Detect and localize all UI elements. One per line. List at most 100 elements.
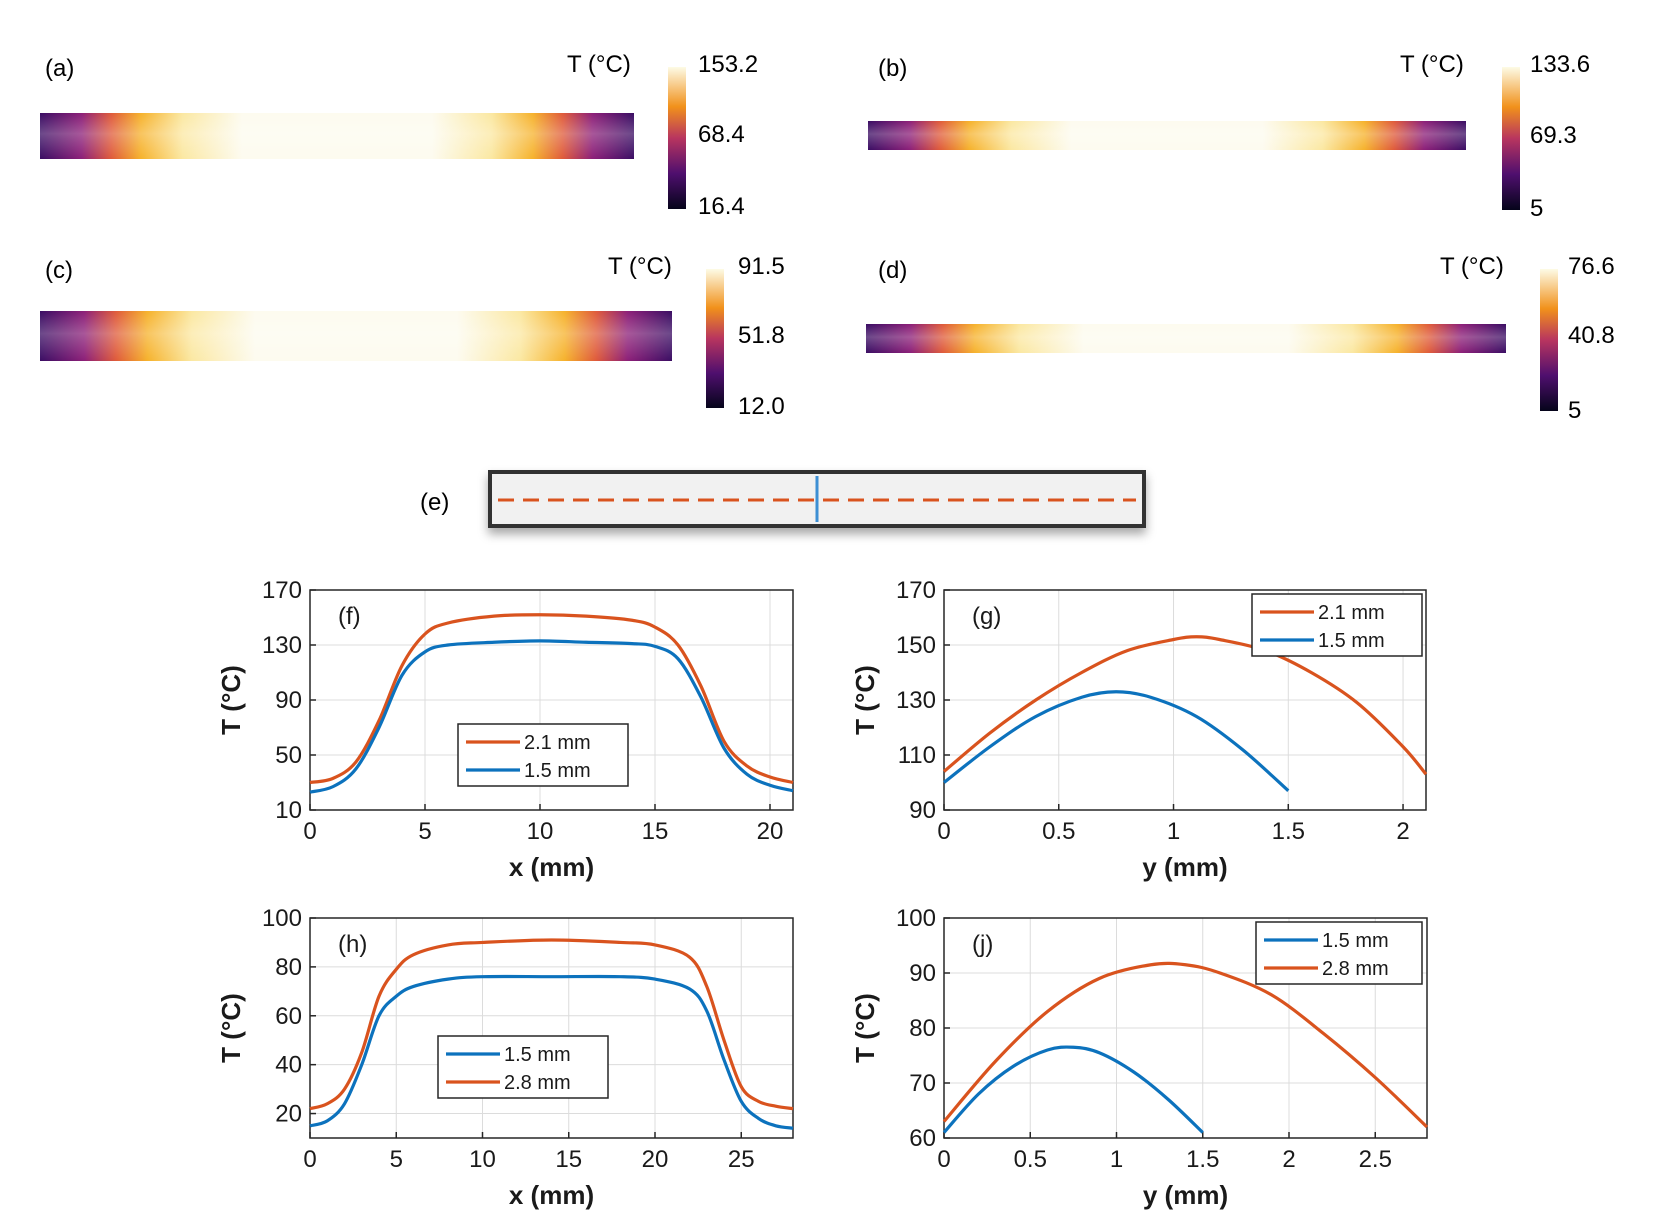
legend-box <box>457 723 629 787</box>
y-tick-label: 10 <box>275 797 302 824</box>
heatmap-shading <box>866 324 1506 353</box>
y-tick-label: 150 <box>896 632 936 659</box>
x-tick-label: 20 <box>757 818 784 845</box>
legend-label: 2.1 mm <box>1318 602 1385 624</box>
legend-label: 1.5 mm <box>524 760 591 782</box>
x-axis-label: y (mm) <box>1142 852 1227 882</box>
colorbar-unit: T (°C) <box>608 253 672 280</box>
y-tick-label: 60 <box>275 1003 302 1030</box>
series-line-2-8-mm <box>309 938 794 1111</box>
legend-box <box>1251 593 1423 657</box>
panel-label: (d) <box>878 257 907 284</box>
x-tick-label: 5 <box>390 1146 403 1173</box>
colorbar-min: 5 <box>1530 195 1543 222</box>
colorbar <box>1540 269 1558 411</box>
x-tick-label: 25 <box>728 1146 755 1173</box>
legend-label: 2.8 mm <box>1322 958 1389 980</box>
x-axis-label: y (mm) <box>1143 1180 1228 1210</box>
series-line-1-5-mm <box>309 639 794 794</box>
x-tick-label: 15 <box>555 1146 582 1173</box>
x-tick-label: 5 <box>418 818 431 845</box>
axes-frame <box>309 589 794 811</box>
legend-label: 2.1 mm <box>524 732 591 754</box>
panel-label: (e) <box>420 489 449 516</box>
legend-label: 1.5 mm <box>1318 630 1385 652</box>
colorbar-unit: T (°C) <box>1440 253 1504 280</box>
colorbar-mid: 40.8 <box>1568 322 1615 349</box>
legend-box <box>1255 921 1423 985</box>
y-tick-label: 80 <box>909 1015 936 1042</box>
legend-label: 2.8 mm <box>504 1072 571 1094</box>
series-line-1-5-mm <box>943 690 1290 792</box>
axes-frame <box>943 589 1427 811</box>
x-tick-label: 10 <box>469 1146 496 1173</box>
heatmap-panel-d: (d) T (°C) 76.6 40.8 5 <box>866 253 1615 424</box>
x-tick-label: 0 <box>303 1146 316 1173</box>
y-axis-label: T (°C) <box>850 665 880 735</box>
x-axis-label: x (mm) <box>509 852 594 882</box>
y-tick-label: 70 <box>909 1070 936 1097</box>
legend-label: 1.5 mm <box>1322 930 1389 952</box>
heatmap-shading <box>868 121 1466 150</box>
y-tick-label: 20 <box>275 1101 302 1128</box>
y-tick-label: 90 <box>909 960 936 987</box>
x-tick-label: 2 <box>1282 1146 1295 1173</box>
y-axis-label: T (°C) <box>216 993 246 1063</box>
plot-panel-f: 0 5 10 15 20 10 50 90 130 170 (f) 2.1 mm 1.5 mm x (mm… <box>216 577 794 882</box>
y-tick-label: 60 <box>909 1125 936 1152</box>
x-tick-label: 0 <box>303 818 316 845</box>
series-line-2-8-mm <box>942 961 1429 1129</box>
schematic-panel-e: (e) <box>420 470 1146 528</box>
x-tick-label: 0 <box>937 818 950 845</box>
y-tick-label: 170 <box>896 577 936 604</box>
plot-panel-j: 0 0.5 1 1.5 2 2.5 60 70 80 90 100 (j) 1.5 mm 2.8 mm y … <box>850 905 1429 1210</box>
y-tick-label: 80 <box>275 954 302 981</box>
x-tick-label: 2 <box>1396 818 1409 845</box>
y-tick-label: 130 <box>262 632 302 659</box>
heatmap-panel-a: (a) T (°C) 153.2 68.4 16.4 <box>40 51 758 220</box>
colorbar <box>668 67 686 209</box>
axes-frame <box>309 917 794 1139</box>
series-line-1-5-mm <box>309 974 794 1130</box>
x-axis-label: x (mm) <box>509 1180 594 1210</box>
colorbar-mid: 69.3 <box>1530 122 1577 149</box>
x-tick-label: 0.5 <box>1014 1146 1047 1173</box>
colorbar-min: 12.0 <box>738 393 785 420</box>
panel-label: (a) <box>45 55 74 82</box>
series-line-1-5-mm <box>942 1045 1204 1134</box>
plot-panel-g: 0 0.5 1 1.5 2 90 110 130 150 170 (g) 2.1 mm 1.5 mm y … <box>850 577 1428 882</box>
heatmap-panel-b: (b) T (°C) 133.6 69.3 5 <box>868 51 1590 222</box>
panel-label: (g) <box>972 603 1001 630</box>
colorbar-mid: 68.4 <box>698 121 745 148</box>
colorbar-max: 133.6 <box>1530 51 1590 78</box>
colorbar-unit: T (°C) <box>1400 51 1464 78</box>
x-tick-label: 1 <box>1167 818 1180 845</box>
y-axis-label: T (°C) <box>216 665 246 735</box>
y-tick-label: 170 <box>262 577 302 604</box>
panel-label: (f) <box>338 603 361 630</box>
y-tick-label: 130 <box>896 687 936 714</box>
heatmap-panel-c: (c) T (°C) 91.5 51.8 12.0 <box>40 253 785 420</box>
axes-frame <box>943 917 1428 1139</box>
panel-label: (c) <box>45 257 73 284</box>
legend-label: 1.5 mm <box>504 1044 571 1066</box>
x-tick-label: 15 <box>642 818 669 845</box>
x-tick-label: 20 <box>642 1146 669 1173</box>
x-tick-label: 0 <box>937 1146 950 1173</box>
x-tick-label: 1.5 <box>1272 818 1305 845</box>
colorbar-max: 153.2 <box>698 51 758 78</box>
heatmap-shading <box>40 113 634 159</box>
y-tick-label: 90 <box>909 797 936 824</box>
y-axis-label: T (°C) <box>850 993 880 1063</box>
series-line-2-1-mm <box>942 635 1428 776</box>
x-tick-label: 10 <box>527 818 554 845</box>
colorbar-max: 91.5 <box>738 253 785 280</box>
plot-panel-h: 0 5 10 15 20 25 20 40 60 80 100 (h) 1.5 mm 2.8 mm x (m… <box>216 905 794 1210</box>
x-tick-label: 1 <box>1110 1146 1123 1173</box>
x-tick-label: 2.5 <box>1359 1146 1392 1173</box>
panel-label: (j) <box>972 931 993 958</box>
heatmap-shading <box>40 311 672 361</box>
x-tick-label: 1.5 <box>1186 1146 1219 1173</box>
y-tick-label: 100 <box>262 905 302 932</box>
